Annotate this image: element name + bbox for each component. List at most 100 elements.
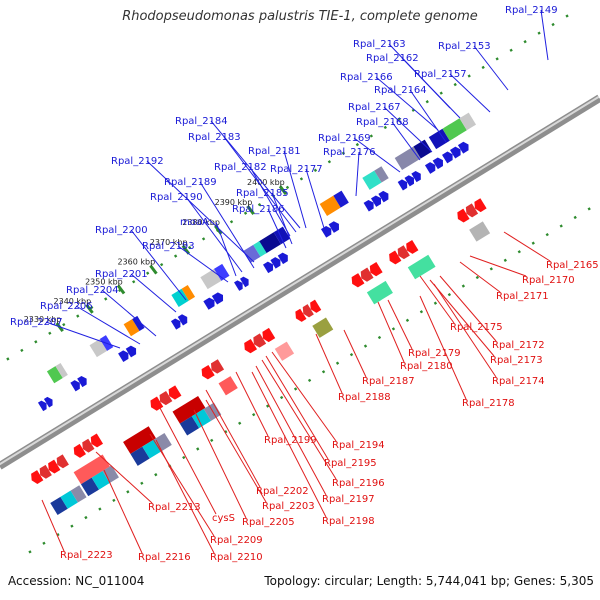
forward-gene-label: Rpal_2149: [505, 5, 558, 16]
reverse-gene-leader-line: [205, 389, 261, 488]
gene-block-forward-shape: [242, 244, 261, 264]
gene-arrow-forward: [363, 199, 374, 212]
gene-arrow-forward: [70, 380, 80, 392]
gene-arrow-forward-shape: [43, 396, 53, 408]
reverse-gene-leader-line: [159, 407, 217, 515]
gene-arrow-reverse: [253, 333, 267, 348]
reverse-gene-leader-line: [377, 301, 405, 363]
gene-arrow-reverse-shape: [48, 459, 61, 474]
gene-arrow-reverse: [73, 443, 86, 458]
forward-gene-leader-line: [199, 181, 255, 269]
gene-block-forward-shape: [374, 166, 389, 183]
gene-block-forward-shape: [413, 139, 433, 159]
gene-arrow-forward: [424, 162, 436, 174]
gene-arrow-reverse-shape: [82, 438, 95, 453]
forward-gene-leader-line: [353, 137, 401, 173]
gene-arrow-reverse-shape: [253, 333, 267, 348]
reverse-gene-label: Rpal_2198: [322, 516, 375, 527]
reverse-gene-leader-line: [149, 433, 215, 537]
gene-block-reverse-shape: [312, 317, 334, 338]
gene-arrow-forward: [77, 375, 87, 388]
gene-arrow-reverse: [474, 198, 487, 213]
gene-arrow-forward: [37, 400, 47, 412]
forward-gene-leader-line: [267, 208, 287, 249]
gene-block-forward: [428, 123, 458, 150]
forward-gene-leader-line: [101, 289, 157, 337]
forward-gene-leader-line: [146, 160, 255, 263]
kbp-label: 2350 kbp: [85, 278, 123, 287]
forward-gene-leader-line: [185, 196, 243, 273]
gene-block-reverse-shape: [102, 465, 119, 483]
reverse-gene-label: Rpal_2172: [492, 340, 545, 351]
gene-arrow-reverse-shape: [244, 339, 258, 354]
gene-arrow-reverse: [295, 308, 307, 322]
kbp-tick: [181, 244, 191, 255]
accession-label: Accession: NC_011004: [8, 574, 145, 588]
forward-gene-label: Rpal_2176: [323, 147, 376, 158]
forward-gene-label: Rpal_2153: [438, 41, 491, 52]
reverse-gene-leader-line: [193, 409, 247, 519]
forward-gene-label: Rpal_2181: [248, 146, 301, 157]
reverse-gene-label: Rpal_2197: [322, 494, 375, 505]
gene-block-forward-shape: [333, 190, 349, 208]
reverse-gene-label: Rpal_2178: [462, 398, 515, 409]
kbp-label: 2340 kbp: [54, 297, 92, 306]
gene-block-reverse: [50, 485, 87, 515]
gene-arrow-forward-shape: [411, 171, 421, 183]
reverse-gene-leader-line: [387, 299, 413, 350]
reverse-gene-leader-line: [205, 399, 267, 503]
forward-gene-label: Rpal_2204: [66, 285, 119, 296]
forward-gene-leader-line: [401, 57, 461, 119]
reverse-gene-label: Rpal_2179: [408, 348, 461, 359]
reverse-gene-leader-line: [251, 371, 327, 518]
genome-backbone-highlight: [0, 96, 600, 466]
gene-arrow-forward-shape: [77, 375, 87, 388]
gene-arrow-reverse-shape: [31, 470, 44, 484]
reverse-gene-label: Rpal_2170: [522, 275, 575, 286]
gene-arrow-forward-shape: [234, 280, 243, 291]
gene-block-reverse: [80, 465, 119, 497]
kbp-label: 2390 kbp: [215, 198, 253, 207]
gene-block-forward-shape: [258, 232, 281, 254]
gene-arrow-forward: [457, 141, 469, 154]
gene-block-forward-shape: [213, 263, 230, 281]
gene-block-reverse: [73, 454, 110, 485]
gene-block-reverse: [179, 402, 222, 436]
gene-arrow-reverse: [201, 364, 215, 380]
forward-gene-leader-line: [355, 151, 360, 197]
gene-arrow-forward-shape: [404, 175, 415, 187]
forward-gene-leader-line: [177, 245, 229, 283]
reverse-gene-leader-line: [503, 231, 551, 262]
gene-arrow-reverse: [351, 273, 365, 288]
reverse-gene-leader-line: [459, 261, 501, 293]
gene-arrow-reverse: [406, 240, 419, 254]
forward-gene-label: Rpal_2162: [366, 53, 419, 64]
gene-arrow-forward: [397, 179, 408, 191]
gene-arrow-forward: [177, 314, 188, 326]
gene-block-forward-shape: [181, 284, 196, 301]
gene-arrow-reverse-shape: [457, 208, 470, 223]
gene-arrow-forward: [442, 151, 453, 164]
gene-arrow-reverse-shape: [210, 359, 225, 374]
gene-block-forward-shape: [428, 128, 450, 150]
gene-block-reverse-shape: [91, 471, 110, 490]
reverse-gene-label: Rpal_2202: [256, 486, 309, 497]
gene-block-reverse-shape: [73, 454, 110, 485]
reverse-gene-label: Rpal_2209: [210, 535, 263, 546]
gene-arrow-forward-shape: [432, 157, 443, 170]
gene-block-reverse: [407, 254, 436, 280]
reverse-gene-leader-line: [261, 359, 337, 480]
gene-block-reverse: [469, 221, 491, 242]
gene-arrow-forward: [118, 350, 129, 363]
reverse-gene-label: Rpal_2173: [490, 355, 543, 366]
gene-arrow-reverse: [457, 208, 470, 223]
forward-gene-leader-line: [375, 76, 439, 131]
reverse-gene-label: Rpal_2213: [148, 502, 201, 513]
forward-gene-leader-line: [283, 150, 307, 229]
gene-arrow-forward: [320, 225, 332, 238]
gene-arrow-reverse-shape: [295, 308, 307, 322]
gene-block-reverse: [312, 317, 334, 338]
gene-block-forward: [242, 241, 267, 264]
forward-gene-leader-line: [391, 121, 421, 161]
